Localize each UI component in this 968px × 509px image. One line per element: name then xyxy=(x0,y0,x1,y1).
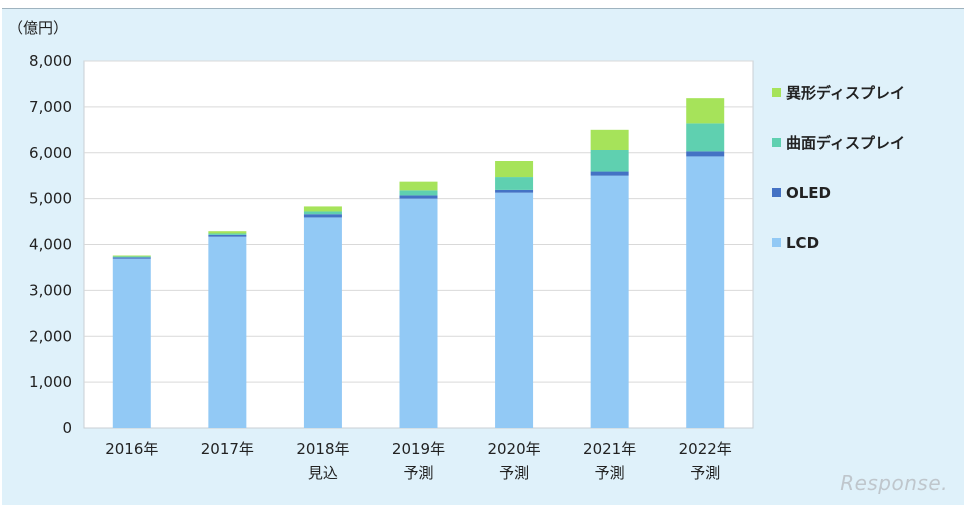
bar-segment xyxy=(686,156,725,429)
y-tick-label: 2,000 xyxy=(29,327,72,345)
x-tick-label: 2021年 xyxy=(583,440,636,458)
y-tick-label: 1,000 xyxy=(29,373,72,391)
bar-segment xyxy=(590,149,629,172)
x-tick-label: 予測 xyxy=(595,464,625,482)
bar-segment xyxy=(303,211,342,215)
y-tick-label: 0 xyxy=(62,419,72,437)
y-tick-label: 4,000 xyxy=(29,236,72,254)
bar-segment xyxy=(495,189,534,193)
bar-segment xyxy=(303,206,342,212)
y-axis: 0 1,000 2,000 3,000 4,000 5,000 6,000 7,000 8,00… xyxy=(29,52,72,437)
bar-segment xyxy=(112,258,151,428)
stacked-bar-chart: 0 1,000 2,000 3,000 4,000 5,000 6,000 7,000 8,00… xyxy=(8,19,905,482)
bar-segment xyxy=(208,236,247,428)
y-tick-label: 6,000 xyxy=(29,144,72,162)
bar-segment xyxy=(590,171,629,176)
legend-label: 曲面ディスプレイ xyxy=(786,134,905,152)
bar-segment xyxy=(686,98,725,124)
legend-label: LCD xyxy=(786,234,819,252)
bars xyxy=(112,98,725,429)
chart-panel: 0 1,000 2,000 3,000 4,000 5,000 6,000 7,000 8,00… xyxy=(2,8,964,505)
bar-segment xyxy=(495,177,534,190)
legend-swatch xyxy=(772,238,781,247)
legend-swatch xyxy=(772,88,781,97)
x-tick-label: 2016年 xyxy=(105,440,158,458)
y-unit-label: （億円） xyxy=(8,19,68,37)
bar-segment xyxy=(590,175,629,428)
x-tick-label: 2022年 xyxy=(679,440,732,458)
bar-segment xyxy=(495,192,534,428)
bar-segment xyxy=(303,217,342,428)
bar-segment xyxy=(208,234,247,237)
bar-segment xyxy=(399,195,438,199)
y-tick-label: 3,000 xyxy=(29,281,72,299)
bar-segment xyxy=(399,181,438,191)
bar-segment xyxy=(303,214,342,218)
y-tick-label: 5,000 xyxy=(29,190,72,208)
x-tick-label: 予測 xyxy=(499,464,529,482)
bar-segment xyxy=(686,151,725,157)
legend-swatch xyxy=(772,138,781,147)
bar-segment xyxy=(112,255,151,257)
bar-segment xyxy=(208,231,247,234)
x-tick-label: 2018年 xyxy=(296,440,349,458)
legend-label: OLED xyxy=(786,184,831,202)
bar-segment xyxy=(208,233,247,235)
x-tick-label: 予測 xyxy=(403,464,433,482)
bar-segment xyxy=(399,198,438,428)
x-tick-label: 2017年 xyxy=(201,440,254,458)
y-tick-label: 8,000 xyxy=(29,52,72,70)
watermark-logo: Response. xyxy=(840,471,948,495)
legend-swatch xyxy=(772,188,781,197)
x-tick-label: 見込 xyxy=(308,464,338,482)
x-tick-label: 2019年 xyxy=(392,440,445,458)
legend-label: 異形ディスプレイ xyxy=(786,84,905,102)
bar-segment xyxy=(112,256,151,258)
bar-segment xyxy=(112,257,151,259)
bar-segment xyxy=(495,161,534,178)
x-tick-label: 2020年 xyxy=(487,440,540,458)
bar-segment xyxy=(686,123,725,152)
bar-segment xyxy=(590,129,629,150)
x-tick-label: 予測 xyxy=(690,464,720,482)
bar-segment xyxy=(399,190,438,196)
y-tick-label: 7,000 xyxy=(29,98,72,116)
